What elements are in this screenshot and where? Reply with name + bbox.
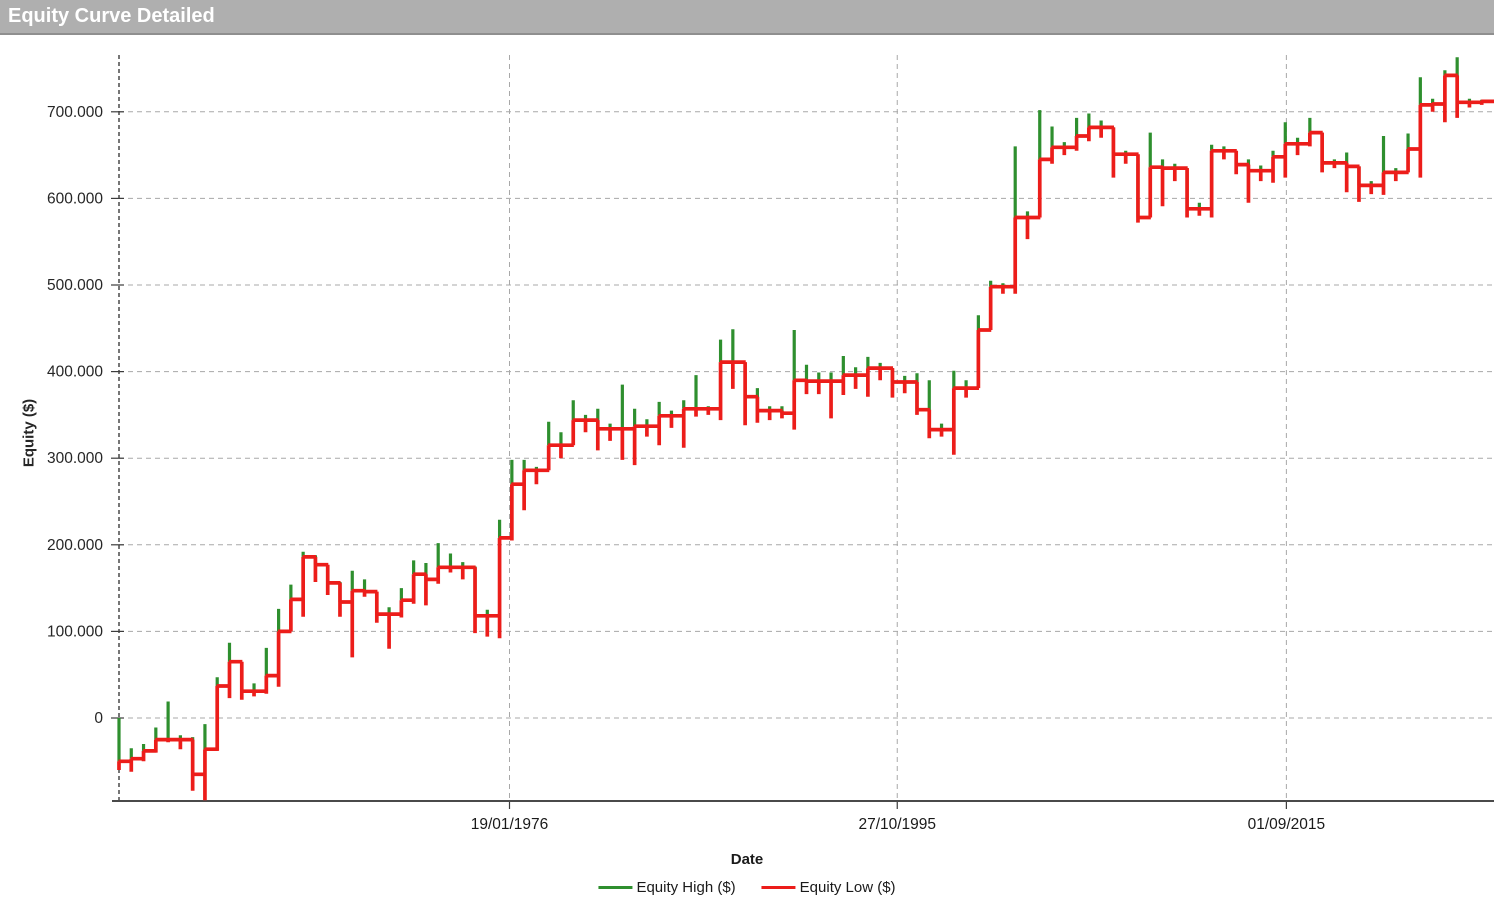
y-tick-label: 600.000 bbox=[47, 190, 103, 207]
y-tick-label: 300.000 bbox=[47, 450, 103, 467]
equity-low-series bbox=[117, 73, 1494, 801]
y-axis-title: Equity ($) bbox=[20, 398, 38, 468]
y-tick-label: 0 bbox=[94, 710, 103, 727]
x-axis-title: Date bbox=[730, 851, 764, 868]
legend-label-low: Equity Low ($) bbox=[799, 879, 896, 896]
x-tick-label: 01/09/2015 bbox=[1248, 816, 1326, 833]
y-tick-label: 400.000 bbox=[47, 364, 103, 381]
legend-line-high-icon bbox=[598, 886, 633, 889]
y-tick-label: 100.000 bbox=[47, 623, 103, 640]
legend-line-low-icon bbox=[761, 886, 796, 889]
legend: Equity High ($) Equity Low ($) bbox=[585, 879, 908, 896]
window-title-bar[interactable]: Equity Curve Detailed bbox=[0, 0, 1494, 35]
equity-high-series bbox=[117, 57, 1484, 775]
legend-item-high: Equity High ($) bbox=[598, 879, 736, 896]
window-title: Equity Curve Detailed bbox=[8, 5, 215, 27]
y-tick-label: 500.000 bbox=[47, 277, 103, 294]
legend-label-high: Equity High ($) bbox=[636, 879, 736, 896]
x-tick-label: 19/01/1976 bbox=[471, 816, 549, 833]
legend-item-low: Equity Low ($) bbox=[761, 879, 896, 896]
x-tick-label: 27/10/1995 bbox=[858, 816, 936, 833]
y-tick-label: 200.000 bbox=[47, 537, 103, 554]
y-tick-label: 700.000 bbox=[47, 104, 103, 121]
